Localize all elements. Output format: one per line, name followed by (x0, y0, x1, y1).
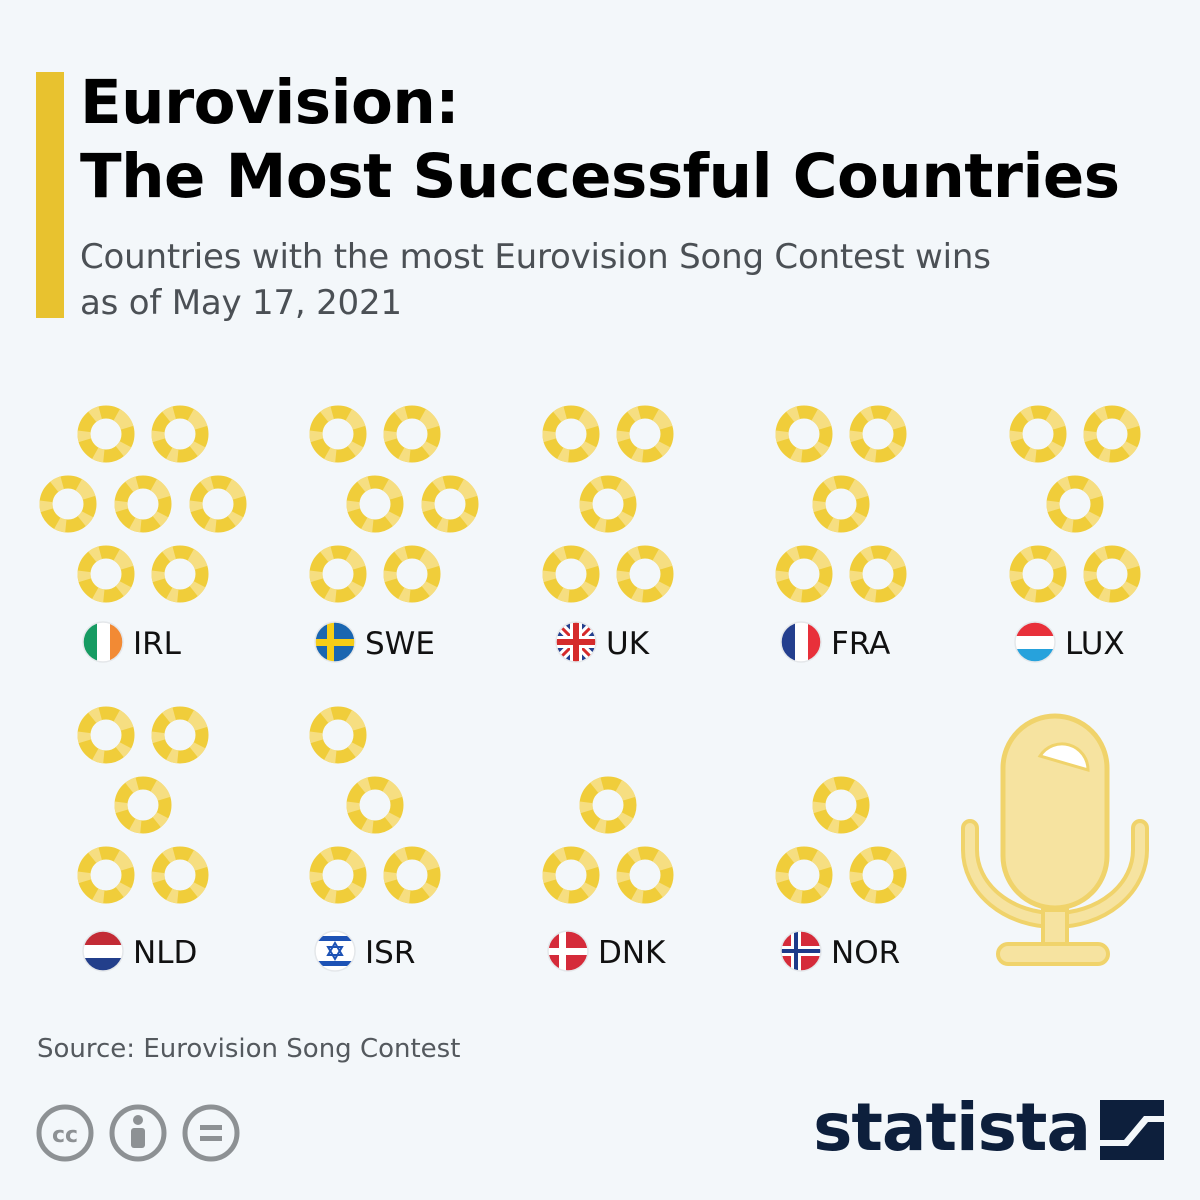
win-ring-swe-6 (383, 545, 441, 603)
luxembourg-flag-icon (1014, 621, 1056, 663)
win-ring-lux-3 (1046, 475, 1104, 533)
win-ring-uk-2 (616, 405, 674, 463)
win-ring-irl-4 (114, 475, 172, 533)
win-ring-lux-2 (1083, 405, 1141, 463)
win-ring-swe-2 (383, 405, 441, 463)
win-ring-nld-3 (114, 776, 172, 834)
uk-flag-icon (555, 621, 597, 663)
win-ring-nor-3 (849, 846, 907, 904)
country-label-irl: IRL (133, 626, 182, 662)
win-ring-dnk-1 (579, 776, 637, 834)
norway-flag-icon (780, 930, 822, 972)
win-ring-swe-4 (421, 475, 479, 533)
country-label-nld: NLD (133, 935, 197, 971)
win-ring-uk-5 (616, 545, 674, 603)
netherlands-flag-icon (82, 930, 124, 972)
country-label-uk: UK (606, 626, 650, 662)
win-ring-swe-3 (346, 475, 404, 533)
win-ring-nor-2 (775, 846, 833, 904)
win-ring-dnk-2 (542, 846, 600, 904)
country-label-fra: FRA (831, 626, 890, 662)
creative-commons-icon: cc (36, 1104, 94, 1162)
statista-logo-icon (1100, 1100, 1164, 1160)
attribution-icon (109, 1104, 167, 1162)
win-ring-fra-3 (812, 475, 870, 533)
no-derivatives-icon (182, 1104, 240, 1162)
win-ring-irl-6 (77, 545, 135, 603)
win-ring-irl-1 (77, 405, 135, 463)
title-line-2: The Most Successful Countries (80, 141, 1120, 212)
win-ring-lux-5 (1083, 545, 1141, 603)
win-ring-nld-2 (151, 706, 209, 764)
win-ring-irl-2 (151, 405, 209, 463)
win-ring-swe-1 (309, 405, 367, 463)
win-ring-swe-5 (309, 545, 367, 603)
denmark-flag-icon (547, 930, 589, 972)
win-ring-nld-4 (77, 846, 135, 904)
win-ring-fra-5 (849, 545, 907, 603)
win-ring-isr-4 (383, 846, 441, 904)
license-icons: cc (36, 1104, 240, 1162)
country-label-dnk: DNK (598, 935, 666, 971)
ireland-flag-icon (82, 621, 124, 663)
win-ring-fra-1 (775, 405, 833, 463)
israel-flag-icon (314, 930, 356, 972)
win-ring-fra-4 (775, 545, 833, 603)
country-label-lux: LUX (1065, 626, 1125, 662)
statista-logo-text: statista (813, 1089, 1091, 1166)
win-ring-irl-7 (151, 545, 209, 603)
svg-text:cc: cc (52, 1123, 78, 1148)
win-ring-isr-1 (309, 706, 367, 764)
win-ring-lux-1 (1009, 405, 1067, 463)
country-label-swe: SWE (365, 626, 435, 662)
win-ring-nor-1 (812, 776, 870, 834)
pictogram-chart: IRL SWE UK FRA LUX NLD ISR DNK NOR (39, 405, 1149, 972)
subtitle-line-1: Countries with the most Eurovision Song … (80, 237, 991, 277)
win-ring-uk-4 (542, 545, 600, 603)
source-note: Source: Eurovision Song Contest (37, 1034, 461, 1064)
microphone-icon (961, 713, 1149, 966)
win-ring-dnk-3 (616, 846, 674, 904)
subtitle-line-2: as of May 17, 2021 (80, 283, 402, 323)
accent-bar (36, 72, 64, 318)
win-ring-uk-3 (579, 475, 637, 533)
subtitle: Countries with the most Eurovision Song … (80, 234, 1130, 326)
win-ring-uk-1 (542, 405, 600, 463)
win-ring-irl-3 (39, 475, 97, 533)
win-ring-isr-2 (346, 776, 404, 834)
sweden-flag-icon (314, 621, 356, 663)
win-ring-isr-3 (309, 846, 367, 904)
country-label-nor: NOR (831, 935, 900, 971)
page-title: Eurovision: The Most Successful Countrie… (80, 66, 1120, 214)
country-label-isr: ISR (365, 935, 415, 971)
win-ring-fra-2 (849, 405, 907, 463)
win-ring-irl-5 (189, 475, 247, 533)
win-ring-nld-1 (77, 706, 135, 764)
win-ring-nld-5 (151, 846, 209, 904)
france-flag-icon (780, 621, 822, 663)
win-ring-lux-4 (1009, 545, 1067, 603)
title-line-1: Eurovision: (80, 67, 460, 138)
